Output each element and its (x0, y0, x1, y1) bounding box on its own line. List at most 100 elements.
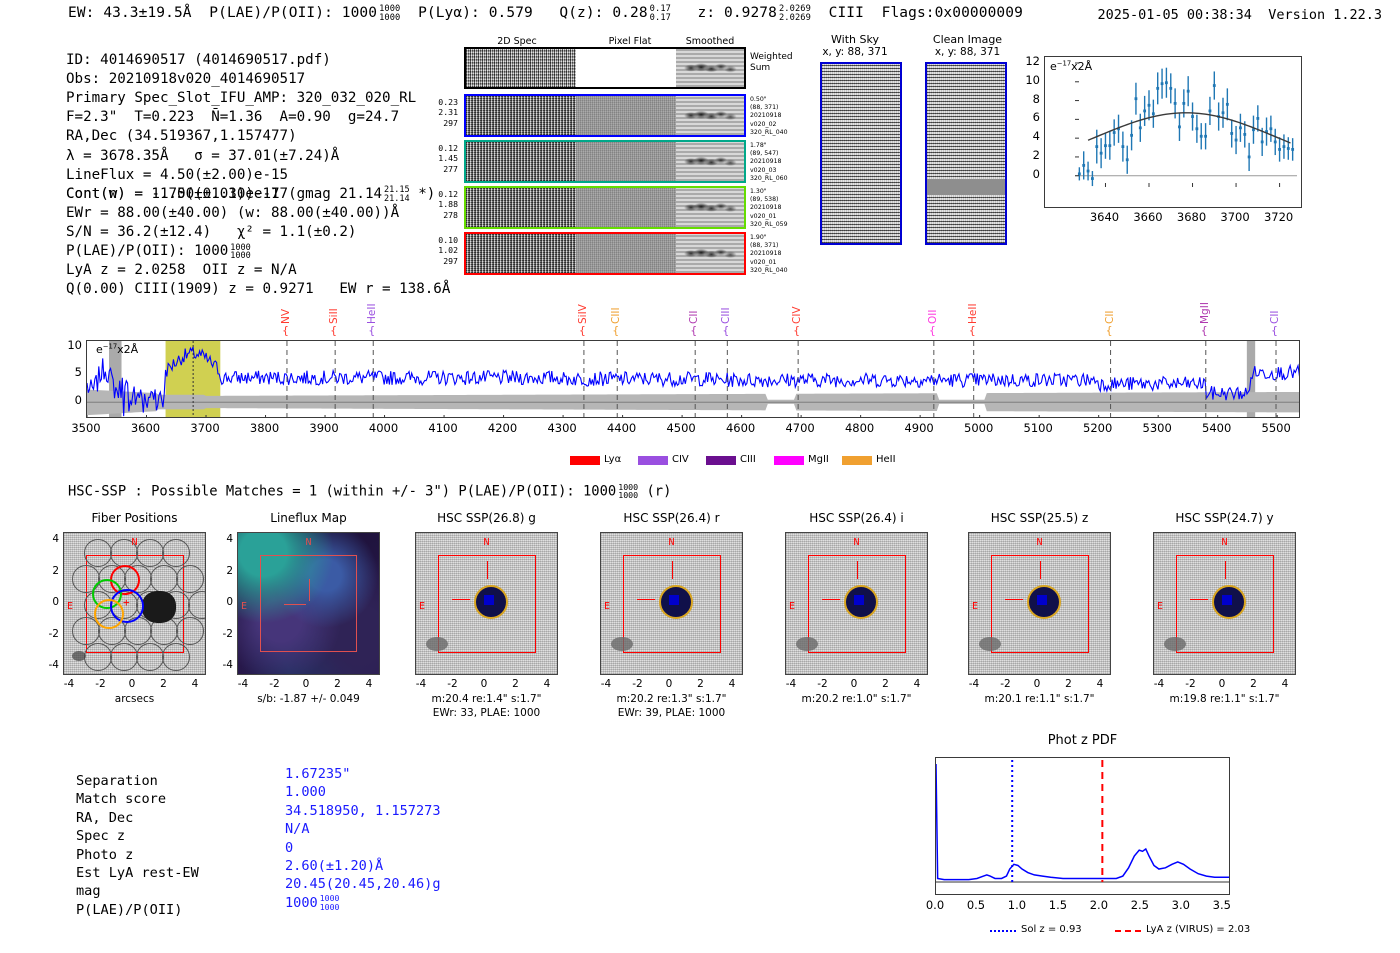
detection-info-block-2: Cont(w) = 1.70(±0.01)e-17 (gmag 21.14 21.… (66, 185, 450, 300)
emission-line-label: CII (1269, 310, 1281, 324)
match-table-value: 1.000 (285, 784, 326, 801)
photz-pdf-plot (935, 757, 1230, 895)
match-table-key: RA, Dec (76, 809, 134, 826)
header-qz: Q(z): 0.28 (559, 5, 648, 21)
neighbor-blob (796, 637, 818, 651)
info-line-3: F=2.3" T=0.223 N̄=1.36 A=0.90 g=24.7 (66, 109, 400, 126)
spectrum-xtick: 5300 (1142, 421, 1172, 435)
spectrum-xtick: 4300 (547, 421, 577, 435)
spec2d-row-panel (464, 186, 746, 229)
cutout-title-with-sky: With Sky (831, 33, 879, 46)
cutout-sub-with-sky: x, y: 88, 371 (822, 46, 888, 58)
cutout-xtick: 4 (913, 678, 921, 690)
col-header-pixelflat: Pixel Flat (608, 36, 652, 47)
cutout-ytick: 0 (52, 596, 59, 608)
emission-line-label: HeII (966, 303, 979, 324)
match-table-value: 1000 1000 1000 (285, 893, 340, 912)
pixel-flat-image (576, 234, 676, 273)
spec2d-raw-image (466, 234, 576, 273)
cutout-ytick: -2 (48, 627, 59, 640)
spec2d-row-meta: 0.50" (88, 371) 20210918 v020_02 320_RL_… (750, 96, 788, 136)
spectrum-legend-label: CIII (740, 454, 756, 465)
cutout-aperture-box (1176, 555, 1274, 653)
fiber-circle (162, 643, 190, 671)
cutout-xtick: 0 (665, 678, 673, 690)
cutout-aperture-box (623, 555, 721, 653)
info-line-4: RA,Dec (34.519367,1.157477) (66, 128, 297, 145)
fiber-circle (136, 643, 164, 671)
cutout-ytick: 2 (226, 564, 233, 577)
cutout-aperture-box (991, 555, 1089, 653)
compass-e-label: E (241, 600, 248, 612)
with-sky-image (820, 62, 902, 245)
match-table-value: N/A (285, 821, 310, 838)
emission-line-bracket: { (968, 324, 976, 337)
cutout-panel-fibers: + N E (63, 532, 206, 675)
emission-line-label: HeII (366, 303, 379, 324)
match-table-values: 1.67235" 1.000 34.518950, 1.157273 N/A 0 2.60… (285, 765, 441, 912)
emission-line-label: CII (688, 310, 701, 324)
spec2d-row-meta: 1.90" (88, 371) 20210918 v020_01 320_RL_… (750, 234, 788, 274)
cutout-xtick: 0 (1033, 678, 1041, 690)
neighbor-blob (426, 637, 448, 651)
col-header-smoothed: Smoothed (685, 36, 735, 47)
photz-xtick: 1.0 (1007, 898, 1027, 912)
cutout-xtick: 2 (697, 678, 704, 690)
info-line-6: LineFlux = 4.50(±2.00)e-15 (66, 166, 289, 183)
fit-ytick: 12 (1025, 54, 1040, 68)
spectrum-legend-label: Lyα (604, 454, 622, 465)
cutout-xtick: 2 (1250, 678, 1257, 690)
lineflux-crosshair-h (284, 603, 306, 605)
cutout-xtick: -2 (269, 678, 280, 690)
info-snr: S/N = 36.2(±12.4) χ² = 1.1(±0.2) (66, 224, 357, 241)
compass-e-label: E (972, 600, 979, 612)
match-table-value: 0 (285, 839, 294, 856)
hscssp-header: HSC-SSP : Possible Matches = 1 (within +… (68, 483, 671, 500)
photz-legend-label: Sol z = 0.93 (1021, 924, 1082, 935)
cutout-crosshair-v (1225, 561, 1226, 579)
cutout-crosshair-v (857, 561, 858, 579)
emission-line-bracket: { (690, 324, 698, 337)
cutout-xtick: -2 (1000, 678, 1011, 690)
pixel-flat-image (576, 96, 676, 135)
cutout-xtick: -2 (632, 678, 643, 690)
fit-ytick: 10 (1025, 72, 1040, 87)
fit-plot-annotation: e−17x2Å (1050, 59, 1093, 73)
match-table-key: Match score (76, 791, 167, 808)
spectrum-legend-swatch (638, 456, 668, 465)
emission-line-label: SiIV (576, 304, 589, 324)
cutout-sub-label: m:20.2 re:1.3" s:1.7" (616, 693, 727, 705)
smoothed-image (676, 142, 744, 181)
hscssp-header-tail: (r) (646, 483, 672, 500)
photz-legend-label: LyA z (VIRUS) = 2.03 (1146, 924, 1251, 935)
source-center-marker (669, 595, 679, 605)
cutout-xtick: 4 (543, 678, 551, 690)
target-marker: + (123, 596, 130, 609)
fit-xtick: 3700 (1220, 210, 1250, 224)
info-ewr: EWr = 88.00(±40.00) (w: 88.00(±40.00))Å (66, 205, 400, 222)
cutout-ytick: 0 (226, 596, 233, 608)
version: Version 1.22.3 (1268, 7, 1382, 23)
photz-xtick: 2.0 (1089, 898, 1109, 912)
compass-n-label: N (668, 537, 675, 548)
cutout-crosshair-h (1005, 599, 1023, 600)
spectrum-xtick: 4200 (487, 421, 518, 435)
cutout-ytick: -4 (48, 659, 59, 671)
compass-e-label: E (419, 600, 426, 612)
spectrum-xtick: 4100 (428, 421, 458, 435)
cutout-panel-title: HSC SSP(25.5) z (990, 511, 1089, 525)
emission-line-label: SiII (328, 308, 341, 324)
spec2d-row-stats: 0.12 1.45 277 (438, 143, 458, 174)
cutout-xtick: 4 (365, 678, 373, 690)
compass-e-label: E (1157, 600, 1164, 612)
source-center-marker (1222, 595, 1232, 605)
cutout-xtick: -4 (1153, 678, 1165, 690)
info-line-2: Primary Spec_Slot_IFU_AMP: 320_032_020_R… (66, 90, 417, 107)
spectrum-legend-label: HeII (876, 454, 896, 465)
header-qz-frac: 0.17 0.17 (649, 4, 671, 24)
spectrum-xtick: 3700 (190, 421, 220, 435)
cutout-xtick: 2 (334, 678, 341, 690)
fiber-circle (176, 565, 204, 593)
